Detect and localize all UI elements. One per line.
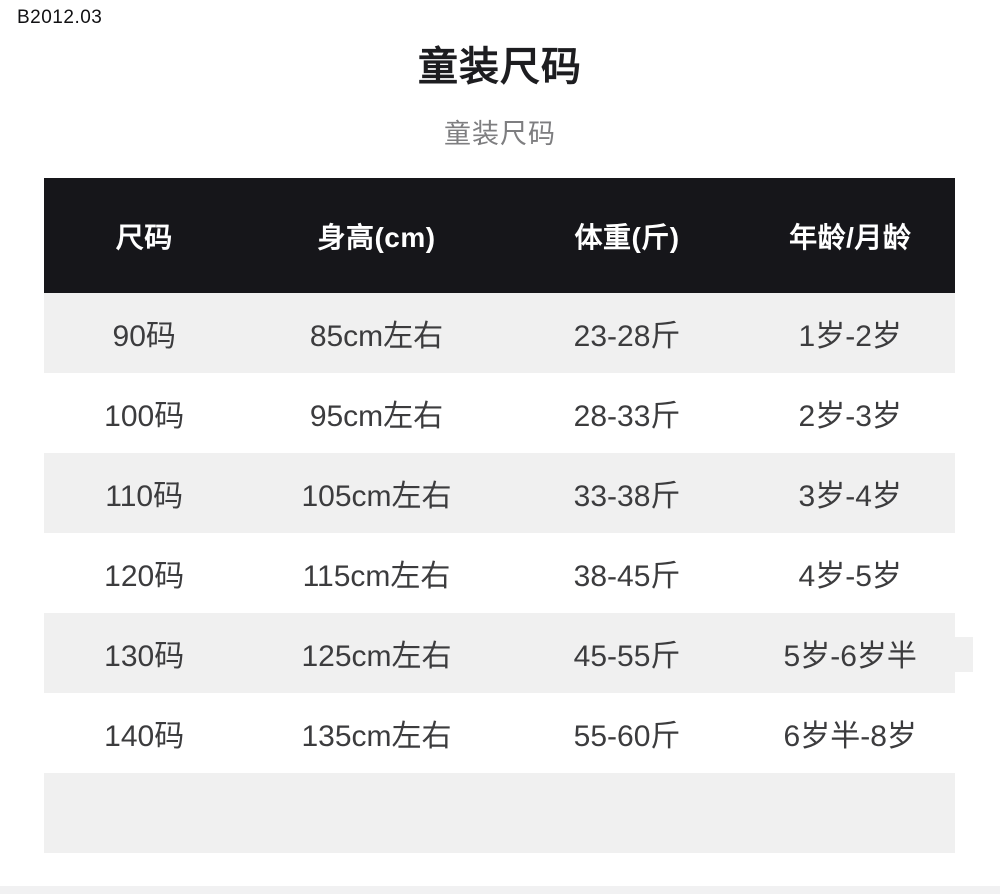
table-row: 120码 115cm左右 38-45斤 4岁-5岁 [44, 533, 955, 613]
header-size: 尺码 [115, 221, 173, 253]
page-subtitle: 童装尺码 [444, 119, 556, 149]
table-row-empty [44, 773, 955, 853]
age-cell: 6岁半-8岁 [783, 720, 917, 753]
size-table: 尺码 身高(cm) 体重(斤) 年龄/月龄 90码 85cm左右 23-28斤 … [44, 178, 955, 853]
bottom-divider-bar [0, 886, 1000, 894]
height-cell: 115cm左右 [302, 560, 451, 593]
age-cell: 3岁-4岁 [798, 480, 902, 513]
age-cell: 4岁-5岁 [798, 560, 902, 593]
weight-cell: 38-45斤 [573, 560, 681, 593]
age-cell: 2岁-3岁 [798, 400, 902, 433]
size-cell: 120码 [104, 560, 185, 593]
weight-cell: 45-55斤 [573, 640, 681, 673]
size-cell: 110码 [105, 480, 184, 513]
height-cell: 125cm左右 [301, 640, 452, 673]
weight-cell: 23-28斤 [573, 320, 681, 353]
header-weight: 体重(斤) [574, 221, 680, 253]
right-edge-notch [955, 637, 973, 672]
height-cell: 95cm左右 [309, 400, 444, 433]
age-cell: 5岁-6岁半 [783, 640, 917, 673]
table-header-row: 尺码 身高(cm) 体重(斤) 年龄/月龄 [44, 178, 955, 293]
table-row: 90码 85cm左右 23-28斤 1岁-2岁 [44, 293, 955, 373]
table-row: 110码 105cm左右 33-38斤 3岁-4岁 [44, 453, 955, 533]
table-row: 130码 125cm左右 45-55斤 5岁-6岁半 [44, 613, 955, 693]
size-cell: 100码 [104, 400, 185, 433]
height-cell: 105cm左右 [301, 480, 452, 513]
weight-cell: 33-38斤 [573, 480, 681, 513]
header-height: 身高(cm) [317, 221, 436, 253]
size-cell: 140码 [104, 720, 185, 753]
height-cell: 85cm左右 [309, 320, 444, 353]
product-code: B2012.03 [17, 7, 103, 28]
age-cell: 1岁-2岁 [798, 320, 902, 353]
table-row: 140码 135cm左右 55-60斤 6岁半-8岁 [44, 693, 955, 773]
page-title: 童装尺码 [418, 45, 582, 89]
weight-cell: 55-60斤 [573, 720, 681, 753]
weight-cell: 28-33斤 [573, 400, 681, 433]
header-age: 年龄/月龄 [789, 221, 912, 253]
height-cell: 135cm左右 [301, 720, 452, 753]
size-cell: 130码 [104, 640, 185, 673]
size-cell: 90码 [112, 320, 176, 353]
table-row: 100码 95cm左右 28-33斤 2岁-3岁 [44, 373, 955, 453]
